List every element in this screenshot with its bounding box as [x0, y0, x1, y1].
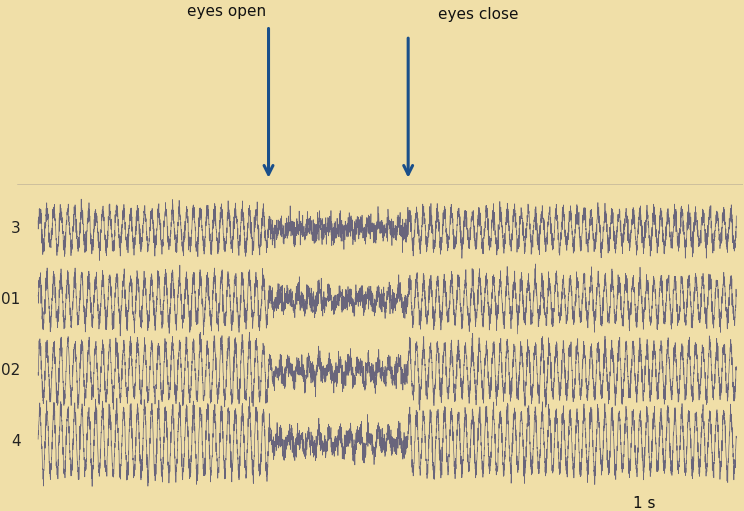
Text: 02: 02 [1, 363, 21, 379]
Text: 3: 3 [11, 221, 21, 237]
Text: 1 s: 1 s [633, 496, 655, 511]
Text: 4: 4 [11, 434, 21, 450]
Text: 01: 01 [1, 292, 21, 308]
Text: eyes open: eyes open [187, 4, 266, 19]
Text: eyes close: eyes close [437, 8, 519, 22]
